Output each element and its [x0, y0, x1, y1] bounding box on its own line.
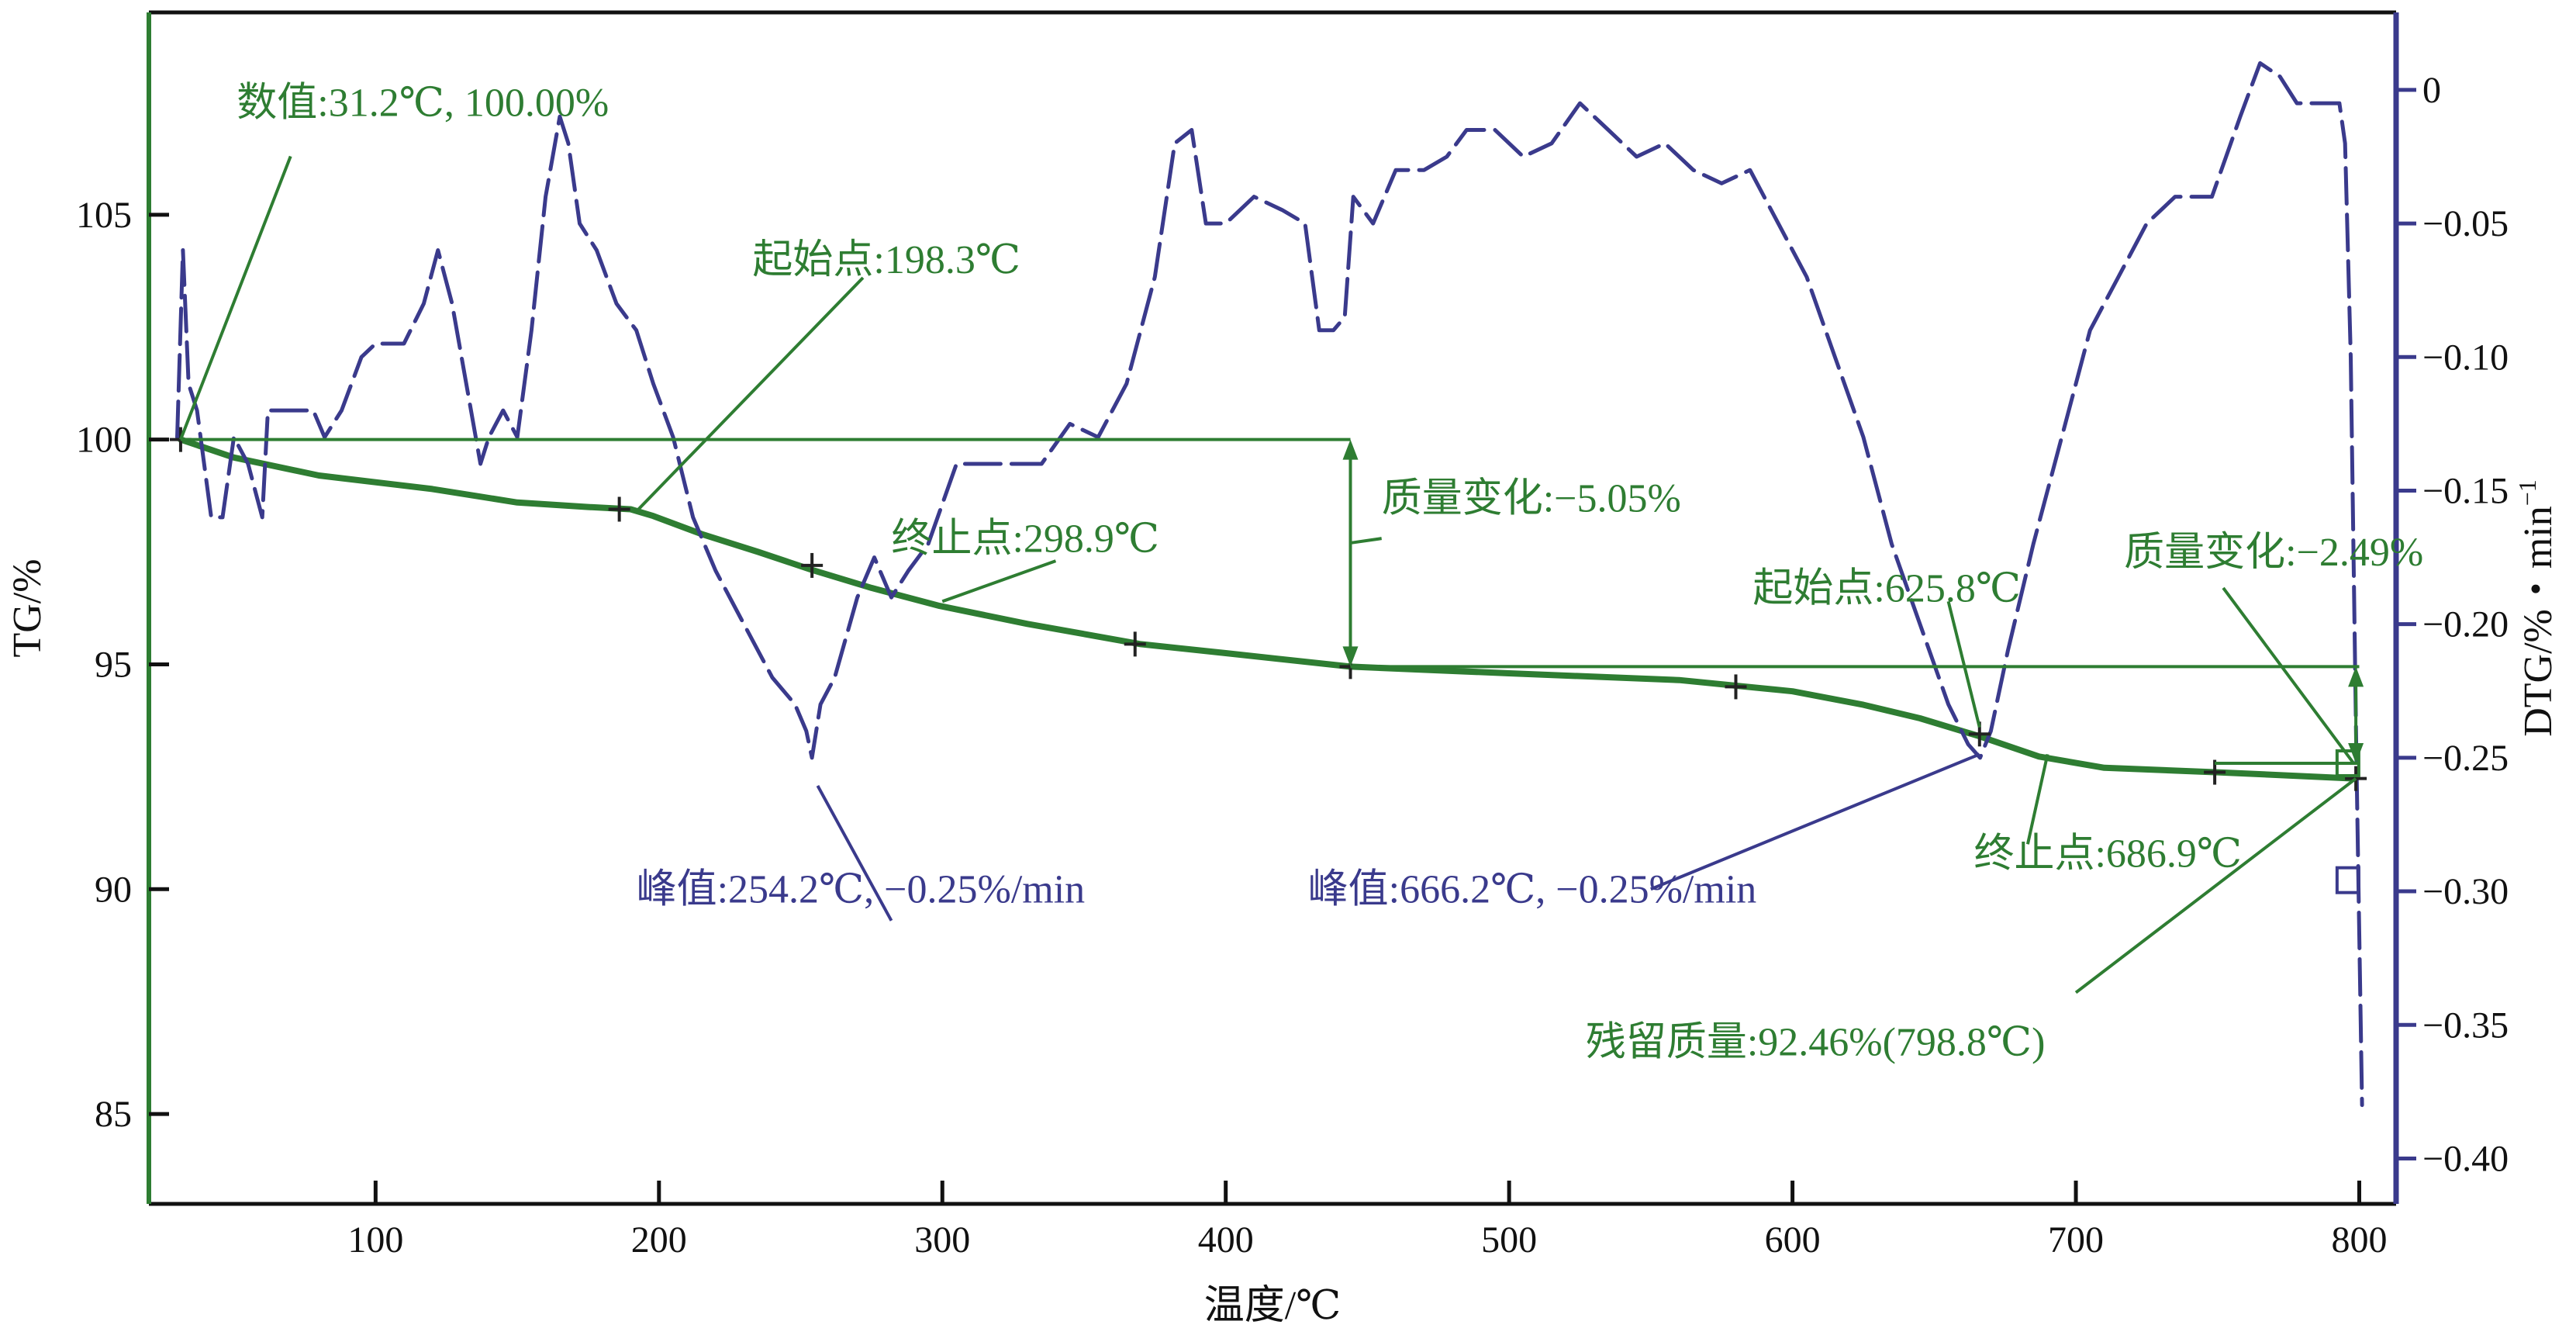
x-tick-label: 200: [631, 1219, 687, 1261]
text-layer: 100 200 300 400 500 600 700 800 85 90 95 100 105 0 −0.…: [5, 70, 2560, 1328]
leader-line: [179, 155, 292, 441]
mass-change-arrow-1-head-up: [1342, 439, 1359, 460]
y-left-tick-label: 105: [76, 195, 132, 236]
y-right-tick-label: −0.25: [2422, 738, 2509, 779]
y-right-tick-label: −0.05: [2422, 203, 2509, 244]
series-dtg-line: [175, 61, 2364, 1108]
annotation-label: 终止点:298.9℃: [891, 517, 1159, 562]
leader-line: [2074, 777, 2357, 994]
x-tick-label: 400: [1198, 1219, 1254, 1261]
leader-line: [2025, 753, 2049, 845]
annotation-label: 数值:31.2℃, 100.00%: [237, 81, 609, 125]
y-left-tick-label: 100: [76, 420, 132, 461]
annotation-label: 残留质量:92.46%(798.8℃): [1586, 1021, 2046, 1065]
series-tg-line: [177, 436, 2360, 782]
y-right-tick-label: −0.35: [2422, 1005, 2509, 1046]
annotation-label: 终止点:686.9℃: [1973, 832, 2242, 876]
y-right-axis-title: DTG/%・min−1: [2513, 479, 2560, 737]
y-right-axis-title-main: DTG/%・min: [2516, 506, 2560, 737]
leader-line: [1350, 537, 1382, 545]
annotation-label: 质量变化:−5.05%: [1382, 476, 1681, 520]
x-axis-title: 温度/℃: [1204, 1284, 1342, 1328]
leader-line: [816, 784, 893, 922]
leader-line: [1946, 600, 1981, 728]
y-left-tick-label: 95: [95, 644, 132, 685]
y-right-tick-label: −0.15: [2422, 470, 2509, 511]
leader-line: [941, 559, 1057, 603]
mass-change-arrow-2-head-up: [2348, 666, 2364, 687]
annotation-label: 峰值:254.2℃, −0.25%/min: [637, 868, 1086, 912]
y-left-axis-title: TG/%: [5, 559, 50, 657]
axis-layer: [147, 10, 2416, 1206]
annotation-label: 峰值:666.2℃, −0.25%/min: [1308, 868, 1757, 912]
y-right-tick-label: −0.40: [2422, 1138, 2509, 1179]
mass-change-arrow-2-head-down: [2348, 742, 2364, 763]
y-right-tick-label: −0.30: [2422, 871, 2509, 912]
leader-line: [2222, 586, 2355, 765]
y-left-tick-label: 90: [95, 869, 132, 910]
y-right-tick-label: −0.20: [2422, 604, 2509, 645]
y-right-axis-title-sup: −1: [2513, 479, 2541, 506]
x-tick-label: 100: [347, 1219, 403, 1261]
x-tick-label: 800: [2331, 1219, 2387, 1261]
end-marker-box: [2335, 866, 2360, 894]
mass-change-arrow-1-head-down: [1342, 646, 1359, 667]
x-tick-label: 300: [914, 1219, 970, 1261]
leader-line: [635, 276, 865, 513]
annotation-label: 起始点:198.3℃: [752, 238, 1020, 282]
x-tick-label: 600: [1765, 1219, 1821, 1261]
annotation-label: 质量变化:−2.49%: [2124, 531, 2423, 575]
x-tick-label: 500: [1481, 1219, 1537, 1261]
y-left-tick-label: 85: [95, 1094, 132, 1135]
leader-line: [1650, 752, 1980, 891]
leader-layer: [179, 155, 2364, 994]
series-layer: [175, 61, 2364, 1108]
annotation-label: 起始点:625.8℃: [1752, 566, 2021, 610]
x-tick-label: 700: [2048, 1219, 2104, 1261]
y-right-tick-label: −0.10: [2422, 337, 2509, 378]
y-right-tick-label: 0: [2422, 70, 2441, 111]
